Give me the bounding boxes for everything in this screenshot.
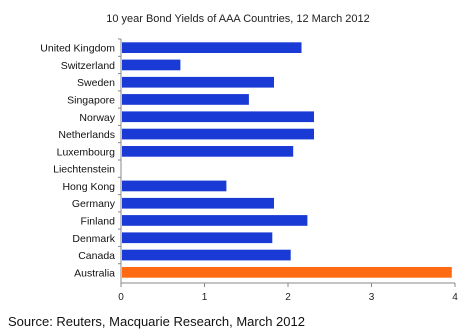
category-label-hong-kong: Hong Kong bbox=[62, 181, 115, 193]
bar-luxembourg bbox=[122, 146, 294, 157]
x-tick-label-2: 2 bbox=[285, 292, 291, 303]
x-tick-label-3: 3 bbox=[369, 292, 375, 303]
bar-hong-kong bbox=[122, 180, 227, 192]
bar-switzerland bbox=[122, 59, 181, 71]
source-note: Source: Reuters, Macquarie Research, Mar… bbox=[8, 314, 305, 329]
category-label-germany: Germany bbox=[72, 198, 116, 210]
bond-yield-bar-chart: 10 year Bond Yields of AAA Countries, 12… bbox=[40, 13, 458, 303]
x-tick-label-0: 0 bbox=[118, 292, 124, 303]
category-label-united-kingdom: United Kingdom bbox=[40, 43, 115, 55]
x-tick-label-4: 4 bbox=[452, 292, 458, 303]
bar-denmark bbox=[122, 232, 273, 244]
bar-australia bbox=[122, 267, 452, 278]
bar-singapore bbox=[122, 94, 249, 105]
category-label-liechtenstein: Liechtenstein bbox=[53, 164, 115, 176]
bar-germany bbox=[122, 197, 274, 209]
category-label-canada: Canada bbox=[78, 250, 115, 262]
bar-canada bbox=[122, 249, 291, 261]
chart-title: 10 year Bond Yields of AAA Countries, 12… bbox=[106, 13, 370, 25]
x-tick-label-1: 1 bbox=[202, 292, 208, 303]
category-label-singapore: Singapore bbox=[67, 95, 115, 107]
category-label-denmark: Denmark bbox=[72, 233, 115, 245]
category-label-luxembourg: Luxembourg bbox=[57, 146, 116, 158]
bar-norway bbox=[122, 111, 314, 123]
category-label-finland: Finland bbox=[81, 216, 116, 228]
category-label-switzerland: Switzerland bbox=[61, 60, 115, 72]
bar-sweden bbox=[122, 76, 274, 88]
bar-netherlands bbox=[122, 128, 314, 140]
category-label-australia: Australia bbox=[74, 267, 115, 279]
bar-united-kingdom bbox=[122, 42, 302, 53]
category-label-sweden: Sweden bbox=[77, 77, 115, 89]
category-label-norway: Norway bbox=[79, 112, 115, 124]
category-label-netherlands: Netherlands bbox=[58, 129, 115, 141]
bar-finland bbox=[122, 215, 308, 226]
